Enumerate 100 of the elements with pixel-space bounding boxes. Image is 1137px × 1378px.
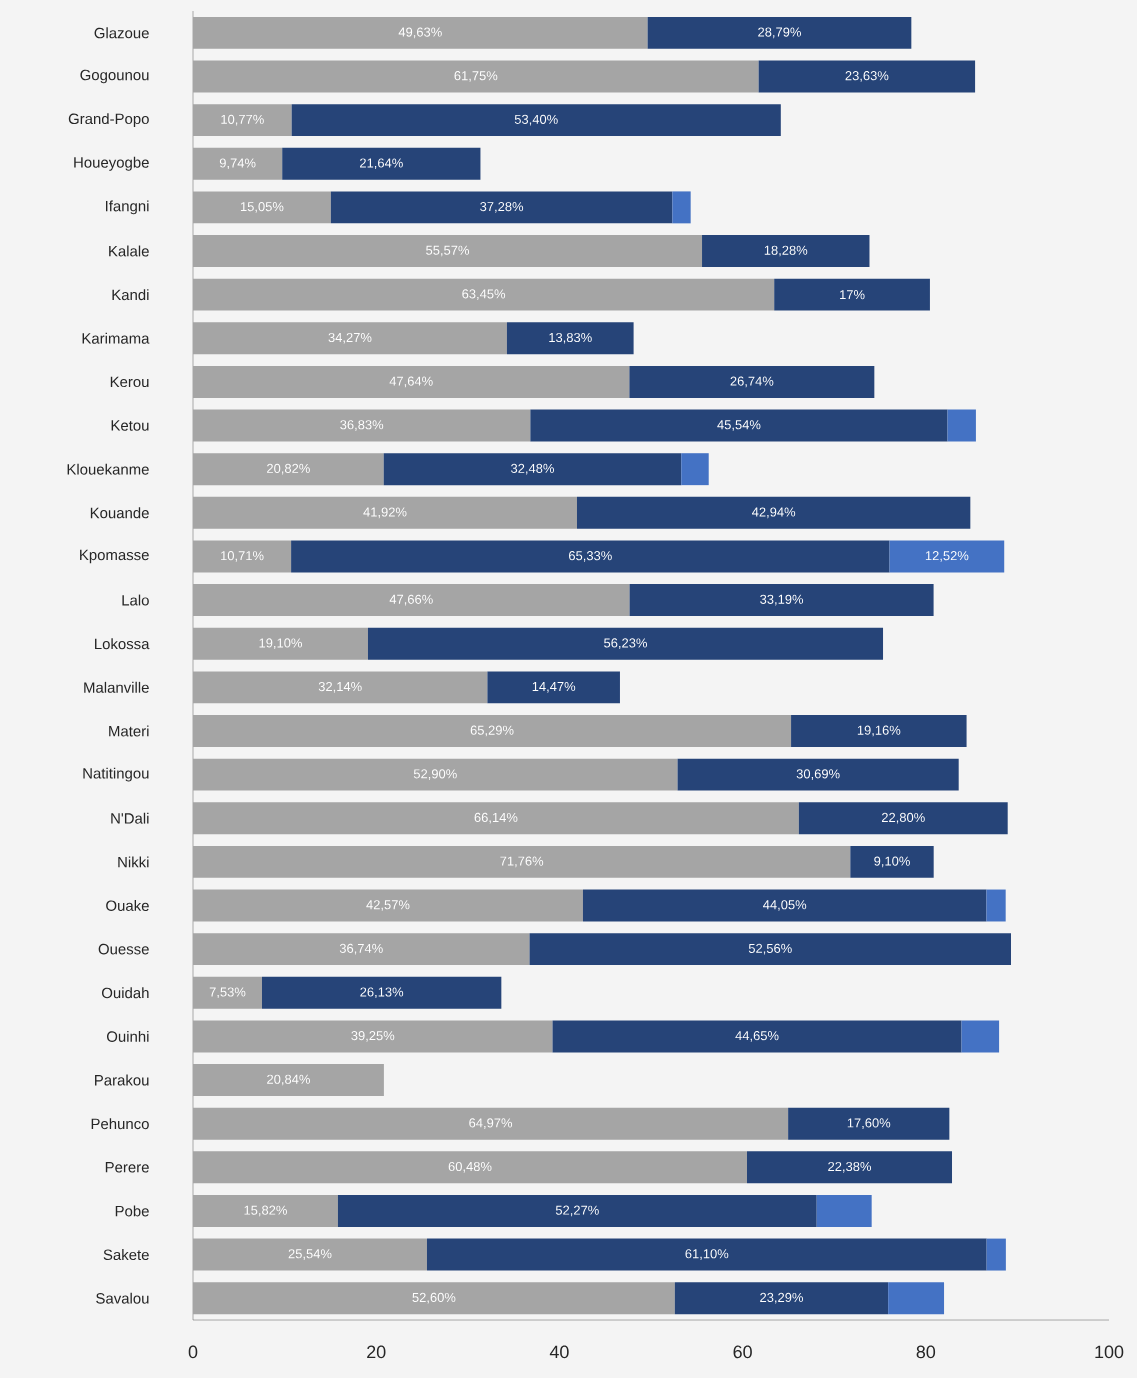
y-tick-label: Kouande	[90, 507, 149, 519]
y-tick-label: Natitingou	[83, 767, 149, 782]
bar	[193, 671, 488, 704]
y-tick-label: Malanville	[84, 681, 149, 693]
bar	[629, 584, 934, 617]
bar	[961, 1020, 1000, 1053]
bar	[193, 453, 384, 486]
x-tick-label: 80	[916, 1345, 936, 1359]
bar	[552, 1020, 962, 1053]
bar	[647, 16, 912, 49]
y-tick-label: Lalo	[122, 594, 149, 606]
bar	[193, 1107, 789, 1140]
bar	[193, 889, 583, 922]
bar	[330, 191, 673, 224]
data-label: 32,48%	[511, 463, 554, 475]
y-tick-label: Houeyogbe	[74, 156, 149, 171]
bar	[487, 671, 620, 704]
bar	[791, 715, 967, 747]
data-label: 41,92%	[363, 507, 407, 519]
bar	[986, 1238, 1006, 1271]
y-tick-label: Ifangni	[105, 200, 149, 215]
y-tick-label: Sakete	[103, 1249, 149, 1261]
x-tick-label: 0	[188, 1345, 198, 1359]
data-label: 36,83%	[340, 420, 384, 431]
bar	[193, 322, 507, 355]
data-label: 23,63%	[845, 71, 889, 82]
bar	[193, 60, 759, 93]
data-label: 44,05%	[763, 900, 807, 911]
data-label: 14,47%	[532, 682, 576, 693]
bar	[582, 889, 987, 922]
data-label: 30,69%	[796, 769, 840, 780]
y-tick-label: Ouidah	[102, 987, 149, 999]
y-tick-label: Pehunco	[91, 1118, 149, 1130]
bar	[529, 933, 1011, 966]
data-label: 47,64%	[389, 376, 433, 388]
y-tick-label: N'Dali	[111, 812, 149, 824]
bar	[193, 147, 283, 180]
y-tick-label: Kalale	[109, 245, 149, 257]
data-label: 47,66%	[389, 594, 433, 606]
bar	[193, 278, 775, 311]
y-tick-label: Kandi	[112, 289, 149, 301]
bar	[193, 1020, 553, 1053]
data-label: 39,25%	[351, 1031, 395, 1042]
data-label: 42,94%	[751, 507, 796, 519]
x-tick-label: 40	[549, 1345, 569, 1359]
data-label: 66,14%	[474, 812, 518, 824]
bar	[672, 191, 691, 224]
bar	[291, 540, 890, 573]
bar	[629, 365, 875, 398]
data-label: 20,84%	[267, 1074, 310, 1086]
bar	[193, 104, 292, 137]
data-label: 15,82%	[244, 1205, 287, 1217]
bar	[193, 191, 331, 224]
y-tick-label: Ouinhi	[106, 1030, 149, 1042]
y-tick-label: Perere	[105, 1162, 149, 1173]
bar	[193, 584, 630, 617]
data-label: 18,28%	[764, 245, 808, 257]
bar	[193, 715, 792, 747]
data-label: 49,63%	[398, 27, 442, 39]
data-label: 9,74%	[219, 158, 256, 170]
bar	[291, 104, 781, 137]
bar	[383, 453, 682, 486]
data-label: 65,29%	[470, 725, 514, 737]
x-tick-label: 100	[1095, 1345, 1124, 1359]
data-label: 71,76%	[500, 856, 544, 868]
bar	[282, 147, 481, 180]
y-tick-label: Lokossa	[95, 638, 150, 650]
bar	[193, 1282, 675, 1315]
data-label: 53,40%	[514, 114, 558, 126]
data-label: 17%	[840, 290, 865, 300]
bar	[193, 540, 292, 573]
bar	[193, 627, 368, 660]
y-tick-label: Glazoue	[94, 27, 149, 39]
data-label: 15,05%	[240, 202, 284, 213]
data-label: 22,38%	[828, 1161, 872, 1173]
data-label: 44,65%	[735, 1031, 779, 1042]
data-label: 23,29%	[760, 1292, 803, 1304]
data-label: 17,60%	[847, 1118, 891, 1129]
data-label: 56,23%	[604, 638, 647, 650]
y-tick-label: Kerou	[110, 376, 149, 388]
data-label: 7,53%	[209, 987, 246, 999]
data-label: 20,82%	[267, 463, 310, 475]
bar	[193, 1238, 427, 1271]
bar	[193, 758, 678, 791]
bar	[850, 845, 934, 878]
bar	[193, 845, 851, 878]
bar	[758, 60, 976, 93]
bar	[816, 1194, 872, 1227]
data-label: 19,10%	[259, 638, 302, 650]
data-label: 52,90%	[413, 769, 457, 780]
bar	[889, 540, 1005, 573]
bar	[677, 758, 959, 791]
y-tick-label: Nikki	[118, 856, 149, 868]
bar	[426, 1238, 987, 1271]
bar	[798, 802, 1008, 835]
bar	[337, 1194, 817, 1227]
data-label: 12,52%	[925, 551, 969, 562]
y-tick-label: Grand-Popo	[68, 113, 149, 128]
bar	[193, 802, 799, 835]
data-label: 34,27%	[328, 332, 372, 344]
